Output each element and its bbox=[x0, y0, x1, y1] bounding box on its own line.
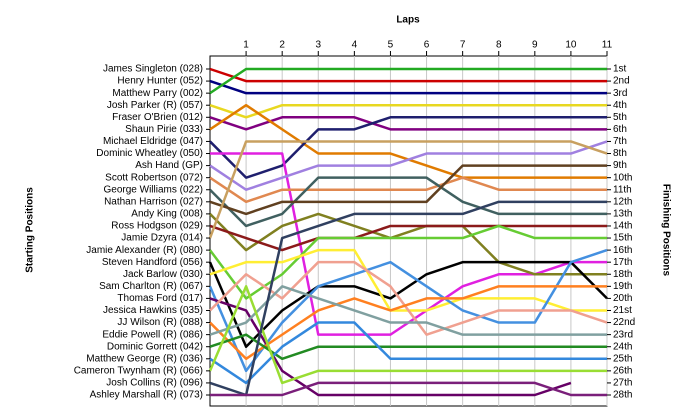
y2-tick-label: 21st bbox=[613, 305, 632, 316]
series-line bbox=[208, 140, 608, 239]
driver-label: Jamie Alexander (R) (080) bbox=[86, 245, 203, 256]
series-line bbox=[209, 176, 607, 228]
x-tick-label: 8 bbox=[496, 40, 502, 51]
driver-label: JJ Wilson (R) (088) bbox=[117, 317, 203, 328]
series-line bbox=[208, 224, 607, 300]
series-line bbox=[209, 67, 607, 83]
driver-label: Henry Hunter (052) bbox=[117, 76, 203, 87]
y2-tick-label: 18th bbox=[613, 269, 632, 280]
driver-label: Scott Robertson (072) bbox=[105, 172, 203, 183]
driver-label: Fraser O'Brien (012) bbox=[112, 112, 203, 123]
x-tick-label: 9 bbox=[532, 40, 538, 51]
x-tick-label: 1 bbox=[243, 40, 249, 51]
driver-label: Matthew George (R) (036) bbox=[86, 353, 203, 364]
driver-label: Josh Parker (R) (057) bbox=[107, 100, 203, 111]
y-axis-title: Starting Positions bbox=[25, 187, 36, 273]
series-line bbox=[209, 285, 607, 336]
y2-tick-label: 13th bbox=[613, 209, 632, 220]
y2-tick-label: 25th bbox=[613, 353, 632, 364]
series-line bbox=[209, 176, 607, 204]
x-tick-label: 2 bbox=[279, 40, 285, 51]
y2-tick-label: 27th bbox=[613, 378, 632, 389]
driver-label: Nathan Harrison (027) bbox=[104, 196, 203, 207]
y2-tick-label: 2nd bbox=[613, 76, 630, 87]
y2-tick-label: 9th bbox=[613, 160, 627, 171]
y2-tick-label: 26th bbox=[613, 365, 632, 376]
driver-label: Dominic Gorrett (042) bbox=[107, 341, 203, 352]
series-line bbox=[209, 212, 607, 276]
series-line bbox=[209, 116, 607, 179]
series-line bbox=[209, 116, 607, 131]
x-tick-label: 4 bbox=[352, 40, 358, 51]
series-line bbox=[209, 224, 607, 252]
y2-tick-label: 24th bbox=[613, 341, 632, 352]
series-line bbox=[208, 260, 608, 348]
series-line bbox=[210, 381, 607, 397]
y2-axis-title: Finishing Positions bbox=[660, 184, 671, 277]
driver-label: Eddie Powell (R) (086) bbox=[102, 329, 203, 340]
series-line bbox=[208, 248, 608, 373]
driver-label: Josh Collins (R) (096) bbox=[106, 378, 203, 389]
y2-tick-label: 12th bbox=[613, 196, 632, 207]
driver-label: Ashley Marshall (R) (073) bbox=[90, 390, 203, 401]
y2-tick-label: 19th bbox=[613, 281, 632, 292]
y2-tick-label: 6th bbox=[613, 124, 627, 135]
series-line bbox=[209, 67, 607, 95]
driver-label: George Williams (022) bbox=[104, 184, 203, 195]
y2-tick-label: 17th bbox=[613, 257, 632, 268]
y2-tick-label: 28th bbox=[613, 390, 632, 401]
driver-label: Dominic Wheatley (050) bbox=[96, 148, 203, 159]
y2-tick-label: 22nd bbox=[613, 317, 635, 328]
x-axis-title: Laps bbox=[396, 15, 420, 26]
y2-tick-label: 3rd bbox=[613, 88, 627, 99]
series-line bbox=[209, 321, 607, 385]
driver-label: Thomas Ford (017) bbox=[117, 293, 203, 304]
series-line bbox=[209, 200, 607, 397]
y2-tick-label: 5th bbox=[613, 112, 627, 123]
driver-label: James Singleton (028) bbox=[103, 64, 203, 75]
x-tick-label: 5 bbox=[388, 40, 394, 51]
series-line bbox=[209, 140, 608, 191]
driver-label: Ash Hand (GP) bbox=[135, 160, 203, 171]
y2-tick-label: 11th bbox=[613, 184, 632, 195]
driver-label: Steven Handford (056) bbox=[102, 257, 203, 268]
y2-tick-label: 8th bbox=[613, 148, 627, 159]
driver-label: Cameron Twynham (R) (066) bbox=[74, 365, 203, 376]
y2-tick-label: 20th bbox=[613, 293, 632, 304]
y2-tick-label: 14th bbox=[613, 221, 632, 232]
driver-label: Andy King (008) bbox=[131, 209, 203, 220]
y2-tick-label: 1st bbox=[613, 64, 627, 75]
series-line bbox=[209, 79, 607, 95]
series-line bbox=[209, 333, 607, 361]
y2-tick-label: 10th bbox=[613, 172, 632, 183]
series-line bbox=[209, 260, 608, 336]
driver-label: Shaun Pirie (033) bbox=[125, 124, 203, 135]
x-tick-label: 10 bbox=[565, 40, 577, 51]
driver-label: Jessica Hawkins (035) bbox=[103, 305, 203, 316]
y2-tick-label: 16th bbox=[613, 245, 632, 256]
driver-label: Jamie Dzyra (014) bbox=[121, 233, 203, 244]
driver-label: Michael Eldridge (047) bbox=[103, 136, 203, 147]
series-line bbox=[209, 285, 607, 361]
y2-tick-label: 15th bbox=[613, 233, 632, 244]
series-line bbox=[209, 164, 607, 216]
y2-tick-label: 23rd bbox=[613, 329, 633, 340]
driver-label: Sam Charlton (R) (067) bbox=[99, 281, 203, 292]
x-tick-label: 3 bbox=[315, 40, 321, 51]
x-tick-label: 11 bbox=[602, 40, 613, 51]
driver-label: Jack Barlow (030) bbox=[123, 269, 203, 280]
x-tick-label: 6 bbox=[424, 40, 430, 51]
driver-label: Ross Hodgson (029) bbox=[111, 221, 203, 232]
x-tick-label: 7 bbox=[460, 40, 466, 51]
driver-label: Matthew Parry (002) bbox=[112, 88, 203, 99]
series-line bbox=[208, 285, 607, 385]
y2-tick-label: 4th bbox=[613, 100, 627, 111]
y2-tick-label: 7th bbox=[613, 136, 627, 147]
series-line bbox=[209, 103, 607, 119]
